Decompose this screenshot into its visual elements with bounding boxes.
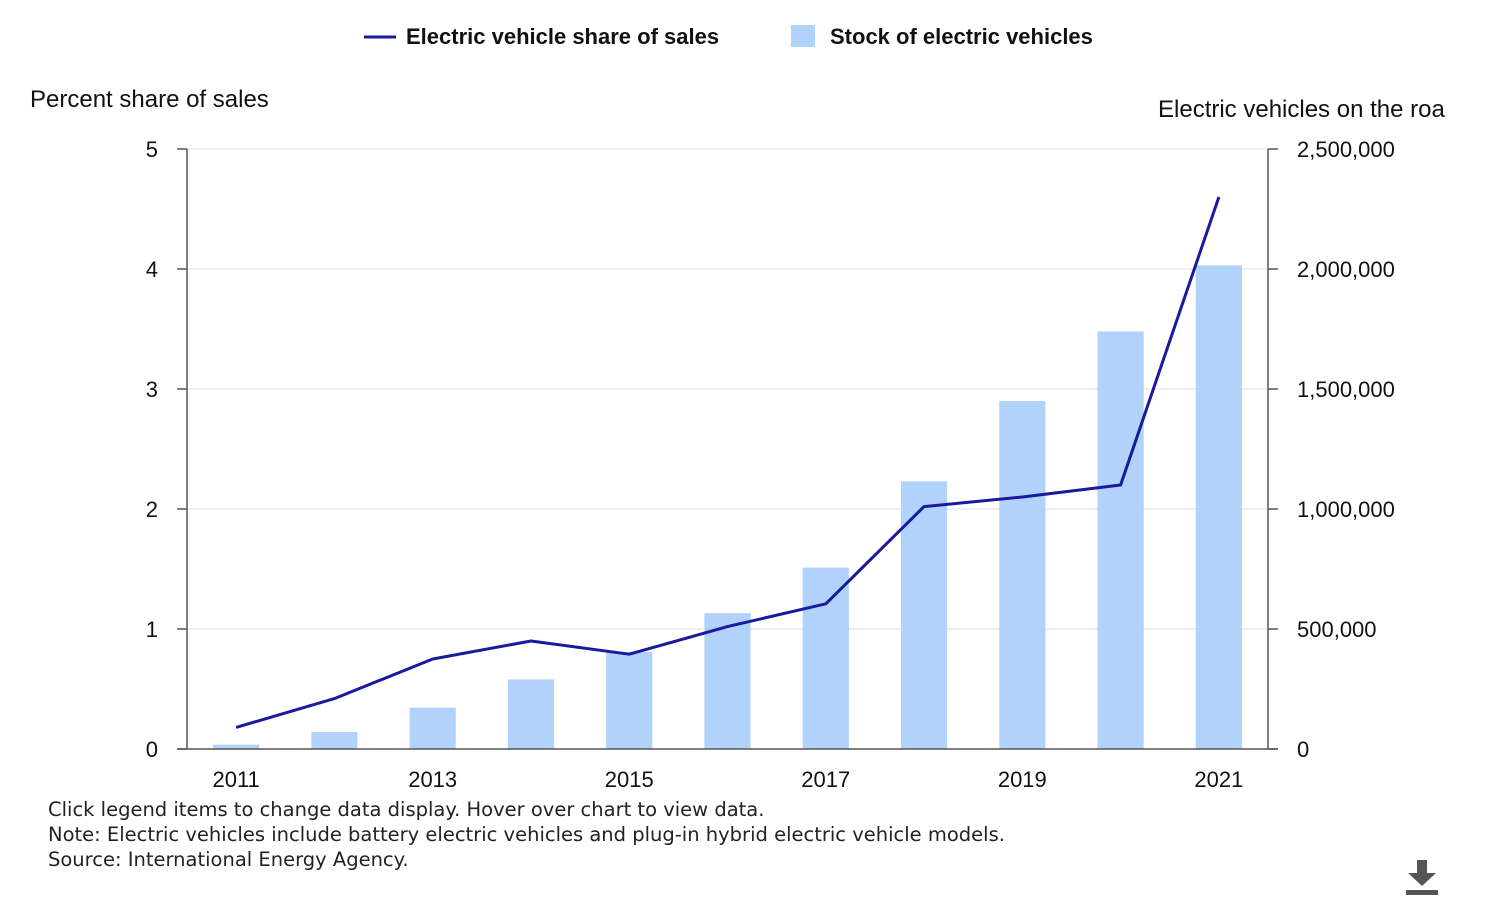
- instruction-note: Click legend items to change data displa…: [48, 798, 765, 821]
- bar-2016[interactable]: [704, 613, 751, 749]
- x-tick-label-2015: 2015: [605, 767, 654, 792]
- share-point-2017[interactable]: [820, 598, 832, 610]
- right-tick-label-4: 2,000,000: [1297, 257, 1395, 282]
- share-point-2020[interactable]: [1115, 479, 1127, 491]
- right-tick-label-0: 0: [1297, 737, 1309, 762]
- x-tick-label-2011: 2011: [212, 767, 259, 792]
- share-point-2016[interactable]: [722, 621, 734, 633]
- x-tick-label-2019: 2019: [998, 767, 1047, 792]
- left-tick-label-0: 0: [146, 737, 158, 762]
- bar-2019[interactable]: [999, 401, 1046, 749]
- right-tick-label-2: 1,000,000: [1297, 497, 1395, 522]
- y-axis-left-title: Percent share of sales: [30, 86, 269, 113]
- bar-2012[interactable]: [311, 731, 358, 749]
- bar-2020[interactable]: [1097, 331, 1144, 749]
- left-tick-label-5: 5: [146, 137, 158, 162]
- share-point-2019[interactable]: [1016, 491, 1028, 503]
- bar-2013[interactable]: [409, 707, 456, 749]
- share-point-2018[interactable]: [918, 501, 930, 513]
- right-tick-label-5: 2,500,000: [1297, 137, 1395, 162]
- download-icon[interactable]: [1400, 856, 1444, 900]
- left-tick-labels: 0 1 2 3 4 5: [146, 137, 158, 762]
- share-point-2012[interactable]: [328, 693, 340, 705]
- bar-2011[interactable]: [213, 744, 260, 749]
- x-tick-labels: 2011 2013 2015 2017 2019 2021: [212, 767, 1243, 792]
- definition-note: Note: Electric vehicles include battery …: [48, 823, 1005, 846]
- legend-item-stock[interactable]: Stock of electric vehicles: [791, 24, 1093, 49]
- x-tick-label-2013: 2013: [408, 767, 457, 792]
- y-axis-right-title: Electric vehicles on the roa: [1158, 96, 1445, 123]
- x-tick-label-2021: 2021: [1194, 767, 1243, 792]
- bar-2018[interactable]: [900, 481, 948, 749]
- bar-2017[interactable]: [802, 567, 849, 749]
- bar-2021[interactable]: [1195, 265, 1242, 749]
- left-tick-label-1: 1: [146, 617, 158, 642]
- line-series: [230, 191, 1225, 733]
- share-point-2021[interactable]: [1213, 191, 1225, 203]
- axes: [177, 148, 1278, 750]
- download-icon-graphic: [1406, 860, 1438, 895]
- share-point-2011[interactable]: [230, 721, 242, 733]
- x-tick-label-2017: 2017: [801, 767, 850, 792]
- left-tick-label-4: 4: [146, 257, 158, 282]
- share-point-2013[interactable]: [427, 653, 439, 665]
- chart-notes: Click legend items to change data displa…: [48, 797, 1005, 872]
- bar-2014[interactable]: [507, 679, 555, 749]
- left-tick-label-2: 2: [146, 497, 158, 522]
- right-tick-labels: 0 500,000 1,000,000 1,500,000 2,000,000 2,500…: [1297, 137, 1395, 762]
- legend-bar-swatch: [791, 25, 815, 47]
- legend-label-share: Electric vehicle share of sales: [406, 24, 719, 49]
- share-point-2014[interactable]: [525, 635, 537, 647]
- share-line: [235, 196, 1221, 729]
- source-note: Source: International Energy Agency.: [48, 848, 409, 871]
- left-tick-label-3: 3: [146, 377, 158, 402]
- legend-label-stock: Stock of electric vehicles: [830, 24, 1093, 49]
- bar-2015[interactable]: [606, 652, 653, 749]
- gridlines: [187, 148, 1268, 630]
- bar-series: [213, 265, 1242, 749]
- legend: Electric vehicle share of sales Stock of…: [364, 24, 1093, 49]
- legend-item-share[interactable]: Electric vehicle share of sales: [364, 24, 719, 49]
- share-point-2015[interactable]: [623, 648, 635, 660]
- right-tick-label-3: 1,500,000: [1297, 377, 1395, 402]
- right-tick-label-1: 500,000: [1297, 617, 1377, 642]
